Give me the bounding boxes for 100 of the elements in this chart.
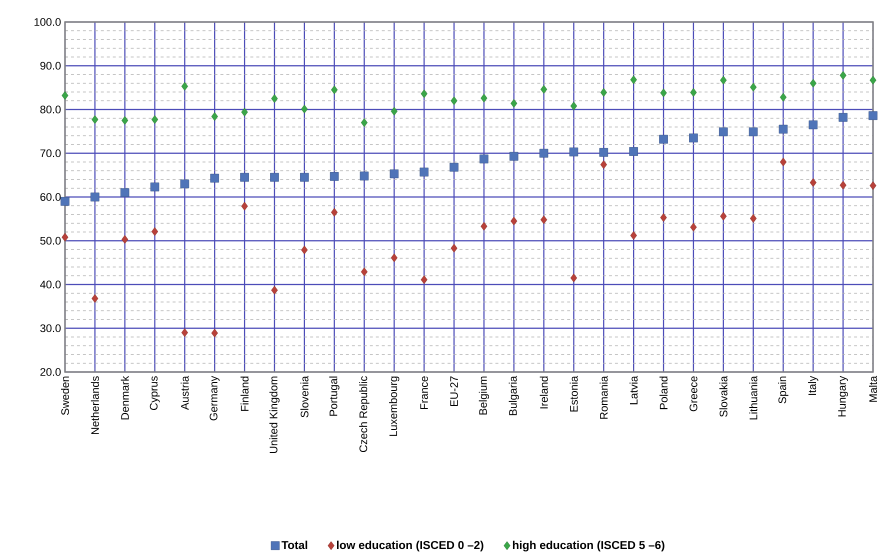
y-tick-label: 60.0 (40, 193, 61, 201)
point (301, 104, 308, 114)
point (271, 94, 278, 103)
point (720, 212, 727, 221)
point (870, 181, 876, 190)
x-tick-label: Bulgaria (508, 376, 519, 416)
x-tick-label: Germany (210, 376, 220, 420)
point (331, 208, 338, 217)
y-tick-label: 80.0 (40, 106, 61, 114)
x-tick-label: Estonia (570, 376, 578, 412)
point (390, 169, 399, 178)
x-tick-label: Denmark (120, 376, 129, 420)
point (360, 172, 369, 180)
legend-label: high education (ISCED 5 –6) (512, 540, 664, 552)
x-tick-label: United Kingdom (269, 376, 280, 453)
legend-label: Total (282, 540, 308, 550)
y-tick-label: 50.0 (40, 236, 61, 245)
x-tick-label: Sweden (60, 376, 70, 415)
x-tick-label: Austria (180, 376, 189, 410)
point (90, 192, 100, 202)
point (211, 328, 218, 338)
point (271, 286, 278, 295)
x-tick-label: Finland (240, 376, 249, 411)
point (450, 162, 458, 172)
x-tick-label: Slovenia (300, 376, 308, 418)
point (600, 160, 608, 170)
point (480, 222, 488, 231)
point (748, 127, 758, 136)
point (210, 174, 220, 183)
point (868, 111, 878, 120)
point (569, 148, 578, 156)
point (810, 178, 816, 187)
x-tick-label: Spain (778, 376, 788, 404)
x-tick-label: Greece (690, 376, 698, 412)
point (92, 115, 98, 124)
x-tick-label: Slovakia (719, 376, 728, 417)
point (840, 180, 846, 190)
point (840, 70, 846, 80)
point (60, 196, 70, 206)
x-tick-label: Poland (660, 376, 668, 410)
point (480, 94, 488, 103)
point (510, 98, 518, 108)
point (539, 148, 548, 158)
x-tick-label: EU-27 (450, 376, 458, 406)
point (180, 179, 190, 188)
y-tick-label: 100.0 (34, 18, 61, 26)
point (630, 75, 637, 84)
x-tick-label: Ireland (540, 376, 548, 408)
point (718, 127, 728, 136)
x-tick-label: France (420, 376, 428, 410)
x-tick-label: Luxembourg (389, 376, 400, 436)
point (270, 172, 279, 182)
point (689, 134, 698, 142)
point (870, 76, 876, 85)
point (630, 231, 637, 240)
point (390, 106, 398, 116)
point (660, 213, 667, 222)
point (420, 89, 428, 98)
point (570, 274, 578, 282)
x-tick-label: Lithuania (749, 376, 758, 420)
x-tick-label: Italy (808, 376, 818, 395)
point (570, 102, 578, 110)
point (62, 232, 68, 242)
point (330, 172, 339, 181)
point (810, 78, 816, 88)
x-tick-label: Latvia (630, 376, 638, 404)
point (838, 112, 848, 122)
point (450, 96, 458, 106)
point (720, 76, 727, 85)
y-tick-label: 90.0 (40, 62, 61, 70)
point (122, 235, 128, 244)
point (808, 120, 818, 130)
point (659, 134, 668, 144)
point (780, 92, 787, 102)
point (450, 244, 458, 253)
point (151, 227, 158, 236)
y-tick-label: 40.0 (40, 280, 61, 288)
point (241, 108, 248, 117)
legend-label: low education (ISCED 0 –2) (337, 540, 484, 552)
point (778, 124, 788, 134)
x-tick-label: Romania (600, 376, 608, 419)
y-tick-label: 20.0 (40, 368, 61, 376)
point (690, 88, 697, 97)
point (360, 118, 368, 128)
point (331, 85, 338, 94)
point (301, 246, 308, 254)
point (660, 88, 667, 98)
point (150, 182, 160, 192)
point (629, 147, 638, 156)
point (360, 267, 368, 276)
point (120, 188, 130, 198)
point (480, 154, 488, 164)
point (181, 82, 188, 91)
x-tick-label: Portugal (329, 376, 340, 416)
point (390, 253, 398, 262)
point (510, 152, 518, 161)
point (540, 84, 548, 94)
point (181, 328, 188, 338)
x-tick-label: Hungary (838, 376, 848, 416)
point (690, 222, 697, 232)
